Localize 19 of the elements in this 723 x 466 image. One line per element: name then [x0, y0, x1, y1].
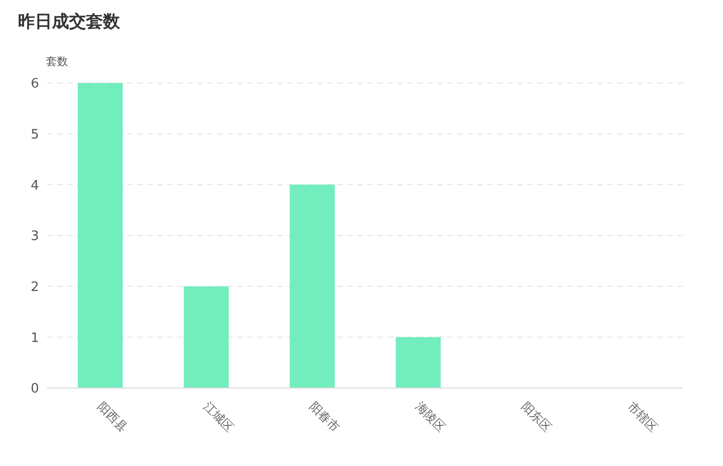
bar	[78, 83, 123, 388]
bar	[184, 286, 229, 388]
x-tick-label: 阳西县	[95, 399, 130, 434]
x-tick-label: 江城区	[201, 399, 236, 434]
chart-title: 昨日成交套数	[18, 11, 120, 33]
y-tick-label: 1	[30, 330, 39, 346]
bar	[290, 184, 335, 388]
x-tick-label: 市辖区	[625, 399, 660, 434]
y-tick-label: 5	[30, 127, 39, 142]
y-tick-label: 4	[30, 178, 39, 194]
x-tick-label: 阳春市	[307, 399, 342, 434]
x-tick-label: 海陵区	[413, 399, 448, 434]
y-tick-label: 3	[30, 229, 39, 244]
y-tick-label: 6	[30, 76, 39, 92]
bar	[396, 337, 441, 388]
y-axis-title: 套数	[46, 54, 68, 69]
y-tick-label: 0	[30, 382, 39, 397]
y-tick-label: 2	[30, 280, 39, 295]
x-tick-label: 阳东区	[519, 399, 554, 434]
